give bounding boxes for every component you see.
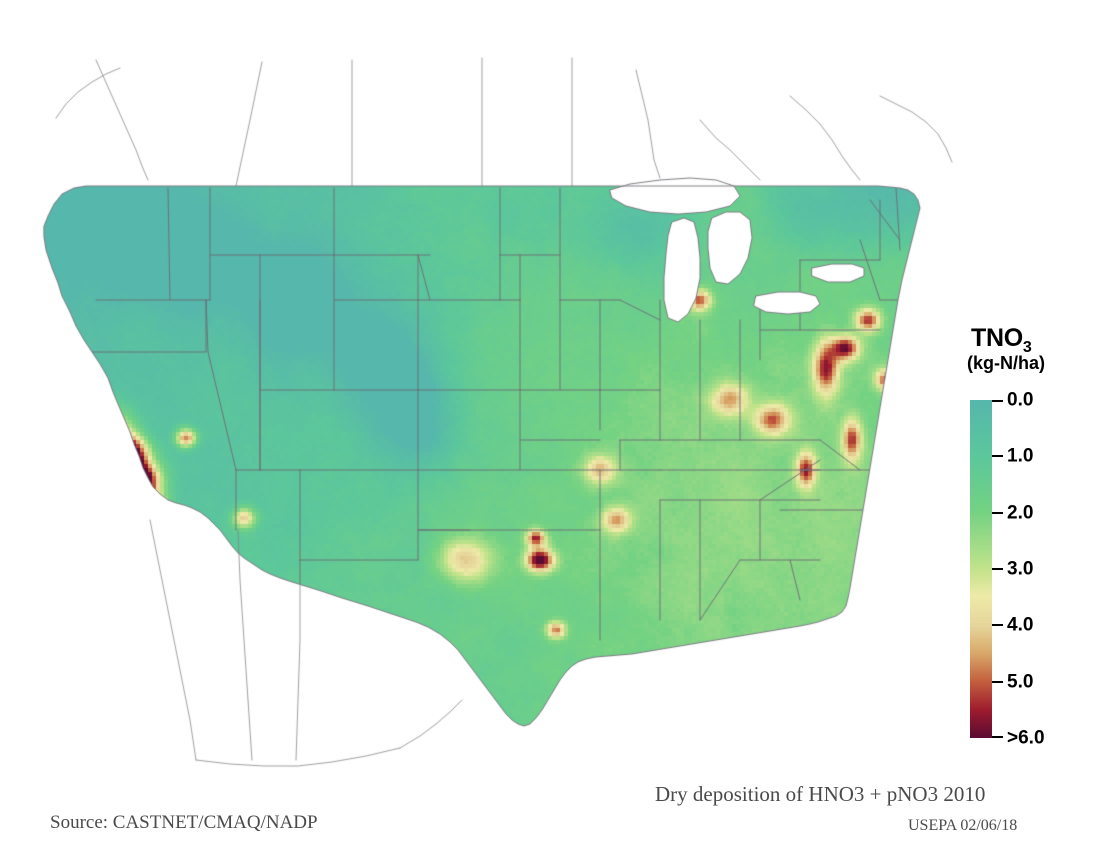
colorbar-tick: [992, 680, 1003, 683]
colorbar-tick-label: 5.0: [1007, 671, 1034, 693]
colorbar-tick: [992, 511, 1003, 514]
deposition-map: [0, 0, 960, 780]
map-raster: [0, 0, 960, 780]
colorbar-tick-group: 0.0 1.0 2.0 3.0 4.0 5.0 >6.0: [963, 326, 1100, 756]
colorbar-gradient: [970, 400, 992, 738]
figure-caption-agency: USEPA 02/06/18: [908, 817, 1018, 834]
colorbar-tick: [992, 455, 1003, 458]
colorbar-tick-label: 0.0: [1007, 389, 1034, 411]
figure-caption-source: Source: CASTNET/CMAQ/NADP: [50, 812, 318, 833]
figure-caption-title: Dry deposition of HNO3 + pNO3 2010: [655, 782, 986, 806]
colorbar-tick: [992, 400, 1003, 402]
colorbar-tick-label: >6.0: [1007, 727, 1045, 749]
colorbar-tick: [992, 736, 1003, 738]
colorbar-tick-label: 3.0: [1007, 558, 1034, 580]
legend-units: (kg-N/ha): [967, 353, 1045, 373]
legend-title: TNO3: [971, 324, 1032, 356]
colorbar-legend: TNO3 (kg-N/ha) 0.0 1.0 2.0 3.0 4.0 5.0 >6.0: [963, 326, 1100, 756]
colorbar-tick: [992, 568, 1003, 570]
colorbar-tick-label: 2.0: [1007, 502, 1034, 524]
colorbar-tick-label: 1.0: [1007, 445, 1034, 467]
colorbar-tick: [992, 624, 1003, 627]
colorbar-tick-label: 4.0: [1007, 614, 1034, 636]
